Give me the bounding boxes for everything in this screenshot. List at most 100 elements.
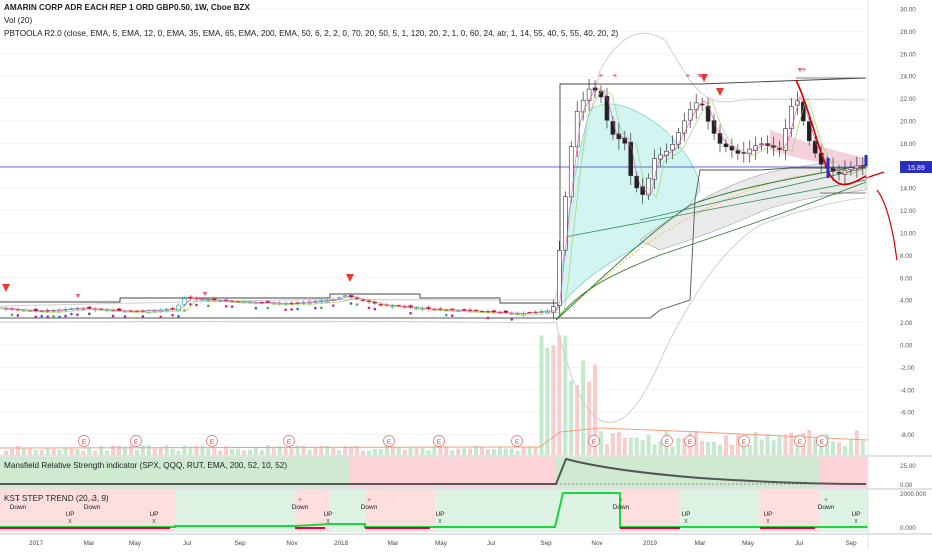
volume-bar xyxy=(152,448,157,455)
kst-label-9: UP xyxy=(435,511,444,518)
earnings-circle-9 xyxy=(684,435,696,447)
volume-bar xyxy=(355,445,360,455)
x-tick-label-3: Jul xyxy=(183,540,191,547)
candle-body xyxy=(848,167,854,170)
volume-bar xyxy=(253,447,258,455)
y-tick-label-4: 22.00 xyxy=(900,96,916,103)
earnings-circle-5 xyxy=(433,435,445,447)
volume-bar xyxy=(777,436,782,455)
signal-dot xyxy=(296,307,299,311)
earnings-circle-10 xyxy=(738,435,750,447)
volume-bar xyxy=(265,445,270,455)
volume-bar xyxy=(723,435,728,455)
kst-label-12: UP xyxy=(851,511,860,518)
volume-bar xyxy=(444,446,449,455)
volume-bar xyxy=(628,437,633,455)
volume-bar xyxy=(759,439,764,455)
candle-body xyxy=(182,298,187,305)
signal-dot xyxy=(367,306,371,310)
x-tick-label-11: Nov xyxy=(591,540,603,547)
signal-dot xyxy=(510,318,514,321)
kst-zone-6 xyxy=(555,490,620,532)
volume-bar xyxy=(860,440,865,455)
volume-bar xyxy=(485,449,490,455)
minor-triangle-1 xyxy=(202,292,208,296)
signal-dot xyxy=(320,306,323,310)
sell-triangle-0 xyxy=(2,284,10,292)
volume-bar xyxy=(349,446,354,455)
plus-marker-0: + xyxy=(599,71,604,80)
mansfield-zone-0 xyxy=(0,457,350,488)
candle-body xyxy=(562,196,568,251)
candle-body xyxy=(693,102,699,111)
signal-dot xyxy=(266,306,270,310)
kst-mark-1: + xyxy=(90,497,94,504)
earnings-circle-1 xyxy=(130,435,142,447)
volume-bar xyxy=(563,335,568,455)
volume-bar xyxy=(741,440,746,455)
kst-step-line xyxy=(0,492,868,528)
earnings-circle-7 xyxy=(588,435,600,447)
signal-dot xyxy=(189,303,192,306)
signal-dot xyxy=(195,303,198,307)
signal-dot xyxy=(224,305,228,308)
candle-body xyxy=(836,171,842,174)
volume-bar xyxy=(837,442,841,455)
volume-bar xyxy=(295,445,300,455)
candle-body xyxy=(699,103,705,106)
volume-bar xyxy=(51,448,56,455)
volume-bar xyxy=(337,450,342,455)
volume-bar xyxy=(408,448,413,455)
volume-bar xyxy=(729,444,734,455)
ema-fast xyxy=(0,86,865,314)
volume-bar xyxy=(545,347,550,455)
volume-bar xyxy=(432,446,437,455)
volume-bar xyxy=(176,450,181,455)
signal-dot xyxy=(331,304,335,307)
y-tick-label-11: 8.00 xyxy=(900,253,913,260)
volume-bar xyxy=(616,431,621,455)
volume-bar xyxy=(247,449,252,455)
volume-bar xyxy=(182,445,187,455)
volume-bar xyxy=(670,446,675,455)
earnings-label-4: E xyxy=(387,439,392,446)
signal-dot xyxy=(141,315,145,318)
volume-bar xyxy=(39,450,44,455)
earnings-circle-2 xyxy=(206,435,218,447)
x-tick-label-12: 2019 xyxy=(643,540,658,547)
signal-dot xyxy=(314,306,317,310)
candle-body xyxy=(634,175,640,189)
kst-label-2: Down xyxy=(292,504,309,511)
signal-dot xyxy=(70,312,73,316)
y-tick-label-9: 12.00 xyxy=(900,208,916,215)
x-tick-label-7: Mar xyxy=(388,540,399,547)
volume-bar xyxy=(289,447,294,455)
volume-bar xyxy=(819,439,824,455)
volume-bar xyxy=(604,444,609,455)
y-tick-label-10: 10.00 xyxy=(900,231,916,238)
x-tick-label-10: Sep xyxy=(540,540,552,547)
earnings-circle-6 xyxy=(511,435,523,447)
signal-dot xyxy=(40,314,43,318)
ema-medium xyxy=(0,89,865,316)
volume-bar xyxy=(111,445,116,455)
volume-bar xyxy=(212,447,217,455)
volume-bar xyxy=(81,450,86,455)
kst-mark-6: x xyxy=(68,518,72,525)
earnings-circle-11 xyxy=(794,435,806,447)
volume-bar xyxy=(521,446,526,455)
x-tick-label-9: Jul xyxy=(487,540,495,547)
volume-bar xyxy=(480,446,484,455)
volume-bar xyxy=(87,447,92,455)
candle-body xyxy=(777,148,782,150)
lower-channel-step xyxy=(0,167,866,319)
candle-body xyxy=(580,99,586,113)
volume-label: Vol (20) xyxy=(4,16,33,25)
volume-bar xyxy=(378,449,383,455)
earnings-label-8: E xyxy=(665,439,670,446)
kst-mark-12: x xyxy=(854,518,858,525)
kst-mark-10: x xyxy=(684,518,688,525)
candle-body xyxy=(116,308,122,311)
volume-bar xyxy=(640,440,645,455)
